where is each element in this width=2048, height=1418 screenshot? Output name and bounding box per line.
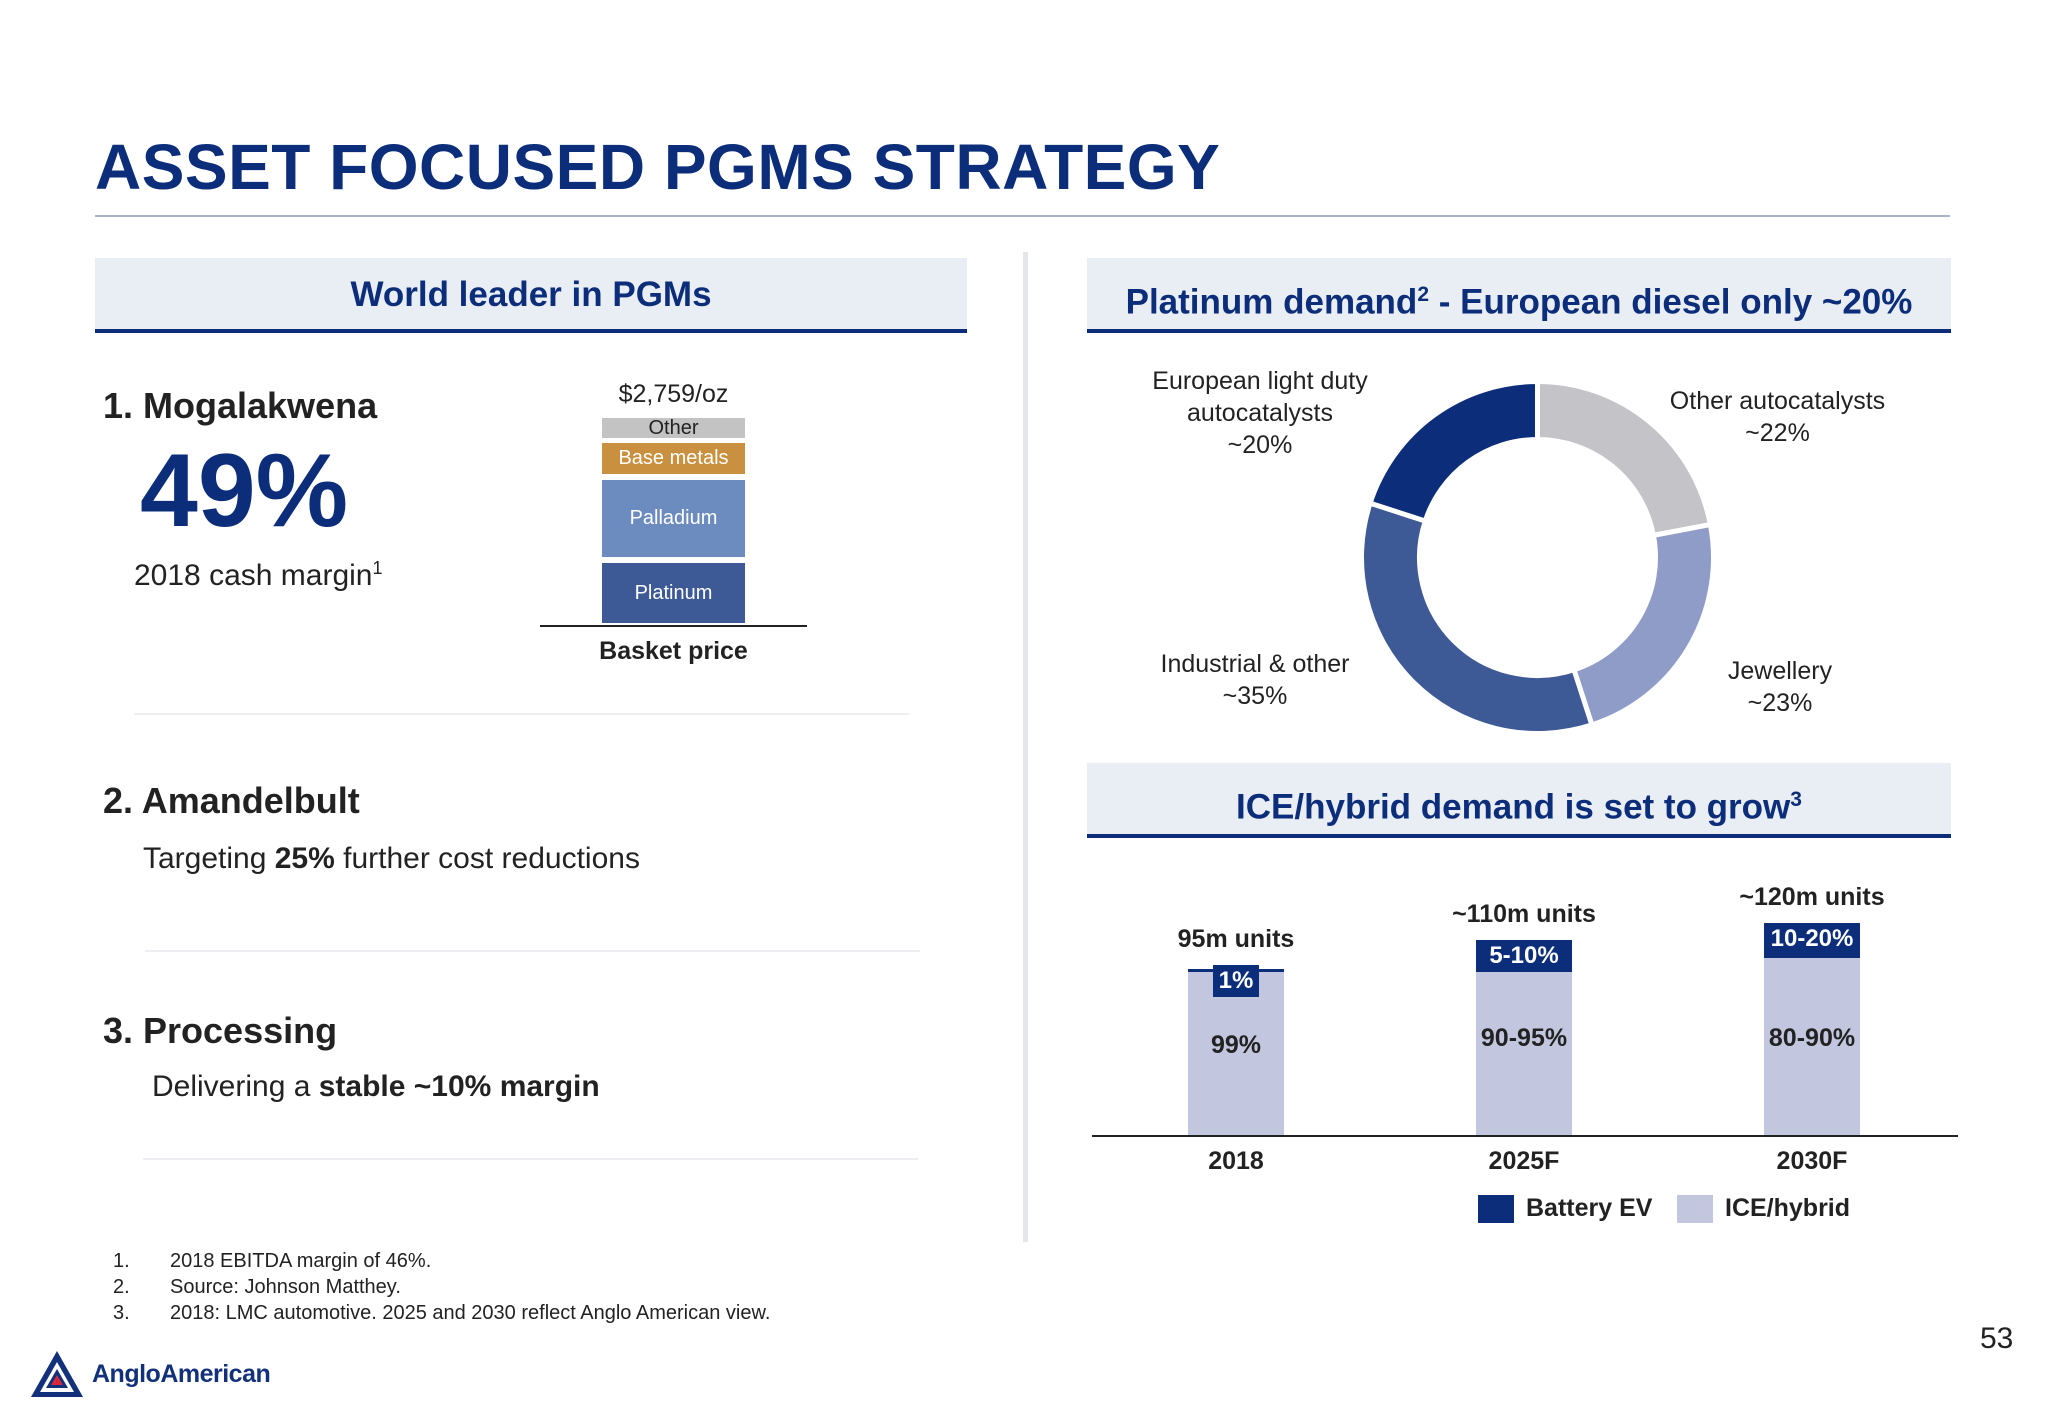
bar-ice-hybrid-2030F xyxy=(1764,958,1860,1135)
legend-label-ice-hybrid: ICE/hybrid xyxy=(1725,1194,1851,1222)
basket-segment-palladium-label: Palladium xyxy=(629,507,718,529)
ice-hybrid-bar-chart: 1% 99% 95m units 2018 5-10% 90-95% ~110m units… xyxy=(1090,870,1960,1240)
basket-axis-label: Basket price xyxy=(599,637,748,665)
basket-segment-base-metals-label: Base metals xyxy=(618,447,729,469)
pie-label-european-line1: European light duty xyxy=(1152,367,1368,395)
pie-header-sup: 2 xyxy=(1417,283,1430,306)
bar-total-2025F: ~110m units xyxy=(1452,900,1596,929)
footnote-1-num: 1. xyxy=(113,1250,130,1272)
pie-label-european-pct: ~20% xyxy=(1227,431,1293,459)
item1-caption-sup: 1 xyxy=(372,558,383,578)
bar-label-ice-hybrid-2030F: 80-90% xyxy=(1768,1023,1856,1052)
item2-text-before: Targeting xyxy=(143,842,275,875)
pie-header-text: Platinum demand xyxy=(1125,282,1418,322)
item2-text-bold: 25% xyxy=(274,842,335,875)
legend-swatch-battery-ev xyxy=(1478,1195,1514,1223)
pie-label-other-auto-line1: Other autocatalysts xyxy=(1669,387,1886,415)
pie-panel-header: Platinum demand2 - European diesel only … xyxy=(1087,258,1951,333)
legend-label-battery-ev: Battery EV xyxy=(1526,1194,1653,1222)
basket-segment-platinum-label: Platinum xyxy=(634,581,713,604)
bar-label-battery-ev-2025F: 5-10% xyxy=(1476,940,1572,973)
basket-segment-base-metals: Base metals xyxy=(602,443,745,474)
footnote-2-text: Source: Johnson Matthey. xyxy=(170,1276,401,1298)
footnote-1: 1. 2018 EBITDA margin of 46%. xyxy=(113,1250,431,1273)
pie-label-european-line2: autocatalysts xyxy=(1187,399,1333,427)
footnote-3: 3. 2018: LMC automotive. 2025 and 2030 re… xyxy=(113,1302,770,1325)
basket-axis-line xyxy=(540,625,807,627)
footnote-2-num: 2. xyxy=(113,1276,130,1298)
item3-divider xyxy=(143,1158,918,1160)
title-divider xyxy=(95,215,1950,217)
bar-label-battery-ev-2030F: 10-20% xyxy=(1764,922,1860,955)
pie-label-other-auto: Other autocatalysts ~22% xyxy=(1650,385,1905,449)
item1-title: 1. Mogalakwena xyxy=(103,385,378,426)
bar-category-2025F: 2025F xyxy=(1488,1147,1560,1175)
footnote-2: 2. Source: Johnson Matthey. xyxy=(113,1276,401,1299)
item2-title: 2. Amandelbult xyxy=(103,780,360,821)
bar-label-ice-hybrid-2018: 99% xyxy=(1210,1031,1262,1060)
page-number: 53 xyxy=(1980,1322,2014,1355)
item1-big-value: 49% xyxy=(140,433,349,549)
footnote-1-text: 2018 EBITDA margin of 46%. xyxy=(170,1250,432,1272)
item2-text: Targeting 25% further cost reductions xyxy=(143,842,640,876)
pie-label-industrial-pct: ~35% xyxy=(1222,682,1288,710)
anglo-american-logo-icon xyxy=(31,1351,83,1397)
bar-category-2030F: 2030F xyxy=(1776,1147,1848,1175)
footnote-3-text: 2018: LMC automotive. 2025 and 2030 refl… xyxy=(170,1302,771,1324)
bar-total-2018: 95m units xyxy=(1177,924,1295,953)
basket-segment-palladium: Palladium xyxy=(602,480,745,557)
pie-label-industrial-line1: Industrial & other xyxy=(1160,650,1350,678)
pie-label-industrial: Industrial & other ~35% xyxy=(1140,648,1370,712)
item2-text-after: further cost reductions xyxy=(334,842,640,875)
bar-label-battery-ev-2018: 1% xyxy=(1213,964,1259,997)
item3-text: Delivering a stable ~10% margin xyxy=(152,1070,600,1104)
donut-slice-industrial-other xyxy=(1359,499,1596,736)
bar-header-text: ICE/hybrid demand is set to grow xyxy=(1236,787,1791,827)
bar-header-sup: 3 xyxy=(1790,788,1802,811)
pie-label-jewellery-line1: Jewellery xyxy=(1727,657,1833,685)
donut-slice-jewellery xyxy=(1570,521,1716,729)
bar-axis-baseline xyxy=(1092,1135,1958,1137)
platinum-demand-donut xyxy=(1359,378,1716,736)
bar-ice-hybrid-2025F xyxy=(1476,958,1572,1135)
pie-label-european: European light duty autocatalysts ~20% xyxy=(1130,365,1390,461)
item1-divider xyxy=(134,713,909,715)
bar-panel-header: ICE/hybrid demand is set to grow3 xyxy=(1087,763,1951,838)
bar-ice-hybrid-2018 xyxy=(1188,971,1284,1135)
legend-swatch-ice-hybrid xyxy=(1677,1195,1713,1223)
pie-header-after: - European diesel only ~20% xyxy=(1429,282,1913,322)
slide-title: ASSET FOCUSED PGMS STRATEGY xyxy=(95,131,1221,203)
item3-text-bold: stable ~10% margin xyxy=(318,1070,600,1103)
bar-total-2030F: ~120m units xyxy=(1739,882,1885,911)
footnote-3-num: 3. xyxy=(113,1302,130,1324)
basket-segment-other: Other xyxy=(602,416,745,439)
pie-label-jewellery: Jewellery ~23% xyxy=(1710,655,1850,719)
left-panel-header-text: World leader in PGMs xyxy=(350,275,712,314)
donut-slice-european-light-duty-autocatalysts xyxy=(1366,378,1540,525)
item1-caption-text: 2018 cash margin xyxy=(134,559,373,592)
bar-category-2018: 2018 xyxy=(1208,1147,1264,1175)
column-divider xyxy=(1023,252,1028,1242)
item1-caption: 2018 cash margin1 xyxy=(134,558,383,593)
anglo-american-logo-text: AngloAmerican xyxy=(92,1359,271,1388)
left-panel-header: World leader in PGMs xyxy=(95,258,967,333)
bar-label-ice-hybrid-2025F: 90-95% xyxy=(1480,1023,1568,1052)
anglo-american-logo: AngloAmerican xyxy=(28,1348,271,1400)
basket-segment-other-label: Other xyxy=(648,416,699,439)
basket-segment-platinum: Platinum xyxy=(602,563,745,623)
item3-text-before: Delivering a xyxy=(152,1070,319,1103)
item3-title: 3. Processing xyxy=(103,1010,338,1051)
item2-divider xyxy=(145,950,920,952)
pie-label-other-auto-pct: ~22% xyxy=(1745,419,1810,447)
basket-price-label: $2,759/oz xyxy=(618,380,729,408)
pie-label-jewellery-pct: ~23% xyxy=(1747,689,1813,717)
